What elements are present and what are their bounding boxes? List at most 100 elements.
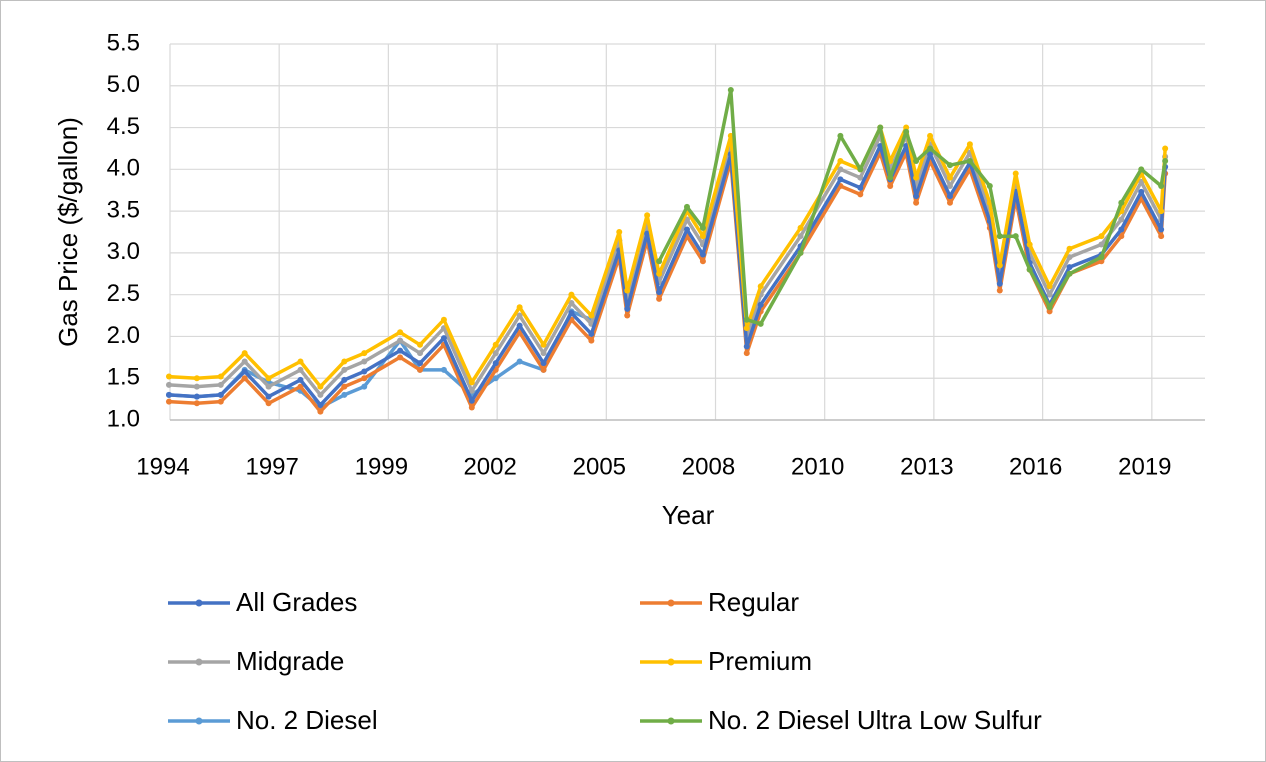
- series-marker: [361, 375, 368, 382]
- series-marker: [913, 199, 920, 206]
- y-tick-label: 4.5: [107, 113, 140, 140]
- series-marker: [516, 312, 523, 319]
- y-tick-label: 3.5: [107, 196, 140, 223]
- series-marker: [1138, 178, 1145, 185]
- series-marker: [857, 166, 864, 173]
- series-marker: [743, 316, 750, 323]
- series-marker: [1066, 245, 1073, 252]
- y-tick-label: 4.0: [107, 155, 140, 182]
- x-tick-label: 1999: [355, 453, 408, 480]
- series-marker: [946, 183, 953, 190]
- x-tick-label: 2013: [900, 453, 953, 480]
- legend-swatch-marker: [667, 717, 675, 725]
- series-marker: [699, 224, 706, 231]
- legend-label: Midgrade: [236, 646, 344, 676]
- y-tick-label: 2.0: [107, 322, 140, 349]
- series-marker: [317, 401, 324, 408]
- series-marker: [877, 124, 884, 131]
- series-marker: [540, 360, 547, 367]
- series-marker: [837, 132, 844, 139]
- x-tick-label: 2002: [463, 453, 516, 480]
- series-marker: [996, 233, 1003, 240]
- series-marker: [946, 199, 953, 206]
- x-tick-label: 2008: [682, 453, 735, 480]
- series-marker: [492, 350, 499, 357]
- series-marker: [1066, 254, 1073, 261]
- series-marker: [241, 350, 248, 357]
- series-marker: [877, 142, 884, 149]
- series-marker: [1098, 241, 1105, 248]
- series-marker: [1162, 157, 1169, 164]
- x-tick-label: 1997: [245, 453, 298, 480]
- series-marker: [1098, 233, 1105, 240]
- series-marker: [946, 162, 953, 169]
- series-marker: [1118, 199, 1125, 206]
- legend-label: Regular: [708, 587, 799, 617]
- series-marker: [743, 350, 750, 357]
- series-marker: [397, 347, 404, 354]
- series-marker: [241, 358, 248, 365]
- y-tick-label: 1.5: [107, 364, 140, 391]
- legend-swatch-marker: [667, 599, 675, 607]
- series-marker: [568, 291, 575, 298]
- series-marker: [165, 391, 172, 398]
- series-marker: [165, 398, 172, 405]
- series-marker: [468, 404, 475, 411]
- series-marker: [656, 295, 663, 302]
- series-marker: [927, 145, 934, 152]
- series-marker: [644, 230, 651, 237]
- series-marker: [297, 358, 304, 365]
- series-marker: [1012, 170, 1019, 177]
- series-marker: [903, 128, 910, 135]
- series-marker: [1158, 226, 1165, 233]
- series-marker: [946, 193, 953, 200]
- series-marker: [341, 383, 348, 390]
- series-marker: [887, 183, 894, 190]
- series-marker: [1138, 166, 1145, 173]
- y-tick-label: 1.0: [107, 405, 140, 432]
- series-marker: [1098, 254, 1105, 261]
- series-marker: [743, 343, 750, 350]
- series-marker: [341, 366, 348, 373]
- y-tick-label: 3.0: [107, 238, 140, 265]
- series-marker: [193, 383, 200, 390]
- series-marker: [837, 176, 844, 183]
- series-marker: [317, 391, 324, 398]
- x-tick-label: 2016: [1009, 453, 1062, 480]
- x-tick-label: 2005: [573, 453, 626, 480]
- series-marker: [297, 366, 304, 373]
- series-marker: [165, 381, 172, 388]
- series-marker: [996, 280, 1003, 287]
- series-marker: [1046, 308, 1053, 315]
- series-marker: [1158, 233, 1165, 240]
- series-marker: [317, 383, 324, 390]
- series-marker: [644, 212, 651, 219]
- legend-label: No. 2 Diesel Ultra Low Sulfur: [708, 705, 1042, 735]
- series-marker: [1158, 208, 1165, 215]
- x-tick-label: 1994: [136, 453, 189, 480]
- series-marker: [743, 325, 750, 332]
- legend-swatch-marker: [195, 599, 203, 607]
- series-marker: [1118, 216, 1125, 223]
- series-marker: [397, 354, 404, 361]
- series-marker: [966, 141, 973, 148]
- series-marker: [492, 375, 499, 382]
- series-marker: [341, 391, 348, 398]
- series-marker: [699, 258, 706, 265]
- series-marker: [265, 375, 272, 382]
- series-marker: [837, 157, 844, 164]
- series-marker: [516, 304, 523, 311]
- series-marker: [468, 397, 475, 404]
- series-marker: [699, 233, 706, 240]
- series-marker: [1046, 291, 1053, 298]
- series-marker: [927, 151, 934, 158]
- series-marker: [966, 157, 973, 164]
- series-marker: [341, 358, 348, 365]
- series-marker: [165, 373, 172, 380]
- series-line: [168, 125, 1167, 389]
- series-line: [168, 144, 1167, 407]
- series-marker: [927, 132, 934, 139]
- series-marker: [417, 341, 424, 348]
